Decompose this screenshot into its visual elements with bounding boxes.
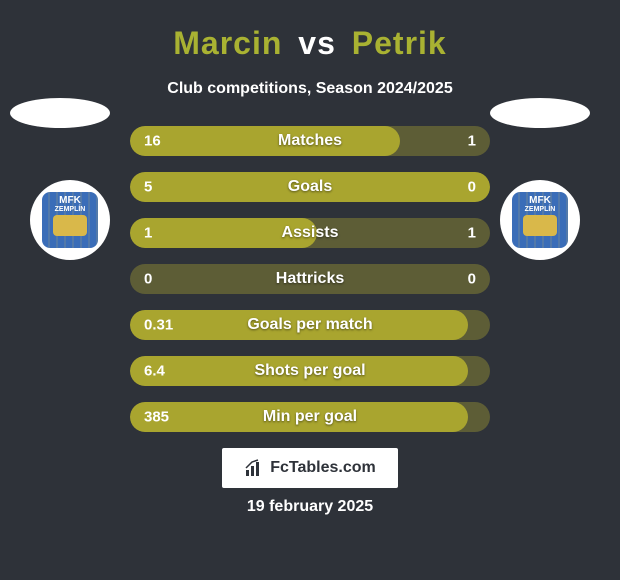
team2-logo-text: MFK: [529, 196, 551, 206]
stat-bar: 0 0 Hattricks: [130, 264, 490, 294]
stat-bar: 5 0 Goals: [130, 172, 490, 202]
comparison-infographic: Marcin vs Petrik Club competitions, Seas…: [0, 0, 620, 580]
stat-label: Shots per goal: [254, 362, 365, 380]
team2-logo-subtext: ZEMPLÍN: [525, 206, 556, 213]
stat-left-value: 1: [144, 225, 152, 242]
stat-right-value: 0: [468, 271, 476, 288]
title-vs: vs: [298, 25, 336, 61]
team2-logo-castle-icon: [523, 215, 557, 236]
team1-logo-shield: MFK ZEMPLÍN: [42, 192, 98, 248]
player2-avatar-spot: [490, 98, 590, 128]
stat-left-value: 6.4: [144, 363, 165, 380]
stat-right-value: 1: [468, 225, 476, 242]
player1-avatar-spot: [10, 98, 110, 128]
watermark-chart-icon: [244, 458, 264, 478]
stat-left-value: 0: [144, 271, 152, 288]
stat-left-value: 385: [144, 409, 169, 426]
stat-left-value: 0.31: [144, 317, 173, 334]
stat-left-value: 16: [144, 133, 161, 150]
team1-logo-castle-icon: [53, 215, 87, 236]
date: 19 february 2025: [0, 498, 620, 516]
stat-left-value: 5: [144, 179, 152, 196]
stat-bar: 16 1 Matches: [130, 126, 490, 156]
stat-bar-fill: [130, 126, 400, 156]
stat-right-value: 0: [468, 179, 476, 196]
title-player1: Marcin: [173, 25, 282, 61]
title: Marcin vs Petrik: [0, 25, 620, 62]
stat-bar: 1 1 Assists: [130, 218, 490, 248]
team1-logo-text: MFK: [59, 196, 81, 206]
stat-label: Assists: [282, 224, 339, 242]
stat-bar: 0.31 Goals per match: [130, 310, 490, 340]
stat-label: Min per goal: [263, 408, 357, 426]
watermark-text: FcTables.com: [270, 459, 376, 477]
stat-bar: 385 Min per goal: [130, 402, 490, 432]
stat-label: Hattricks: [276, 270, 344, 288]
team2-logo-shield: MFK ZEMPLÍN: [512, 192, 568, 248]
stat-label: Goals: [288, 178, 332, 196]
stat-label: Matches: [278, 132, 342, 150]
stat-label: Goals per match: [247, 316, 372, 334]
stat-right-value: 1: [468, 133, 476, 150]
subtitle: Club competitions, Season 2024/2025: [0, 80, 620, 98]
team2-logo: MFK ZEMPLÍN: [500, 180, 580, 260]
team1-logo: MFK ZEMPLÍN: [30, 180, 110, 260]
watermark: FcTables.com: [222, 448, 398, 488]
stats-bars: 16 1 Matches 5 0 Goals 1 1 Assists 0 0 Hattricks 0.3…: [130, 126, 490, 432]
team1-logo-subtext: ZEMPLÍN: [55, 206, 86, 213]
stat-bar: 6.4 Shots per goal: [130, 356, 490, 386]
title-player2: Petrik: [352, 25, 447, 61]
